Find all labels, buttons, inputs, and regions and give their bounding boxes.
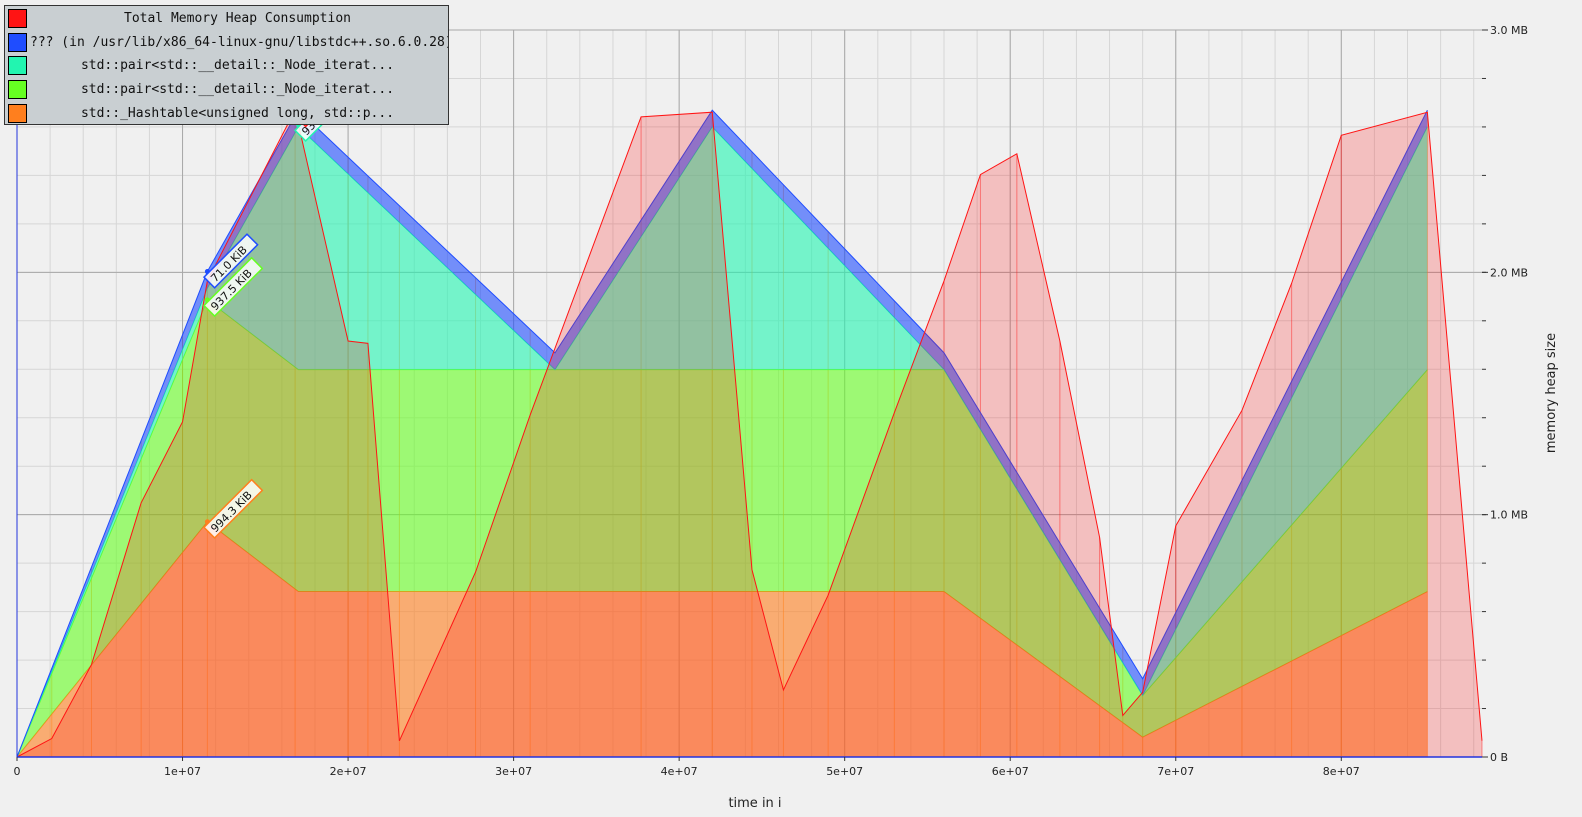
legend-item-total[interactable]: Total Memory Heap Consumption [6,7,448,31]
y-tick-label: 3.0 MB [1490,24,1528,37]
callout-box [202,256,264,318]
legend: Total Memory Heap Consumption ??? (in /u… [4,5,449,125]
y-tick-label: 2.0 MB [1490,266,1528,279]
legend-item-libstdc[interactable]: ??? (in /usr/lib/x86_64-linux-gnu/libstd… [6,31,448,55]
x-tick-label: 2e+07 [330,765,367,778]
legend-label-total: Total Memory Heap Consumption [124,11,351,27]
legend-item-pair-2[interactable]: std::pair<std::__detail::_Node_iterat... [6,78,448,102]
y-tick-label: 0 B [1490,751,1508,764]
area-series-0 [17,521,1428,757]
x-axis-title: time in i [728,796,781,811]
legend-label-hashtable: std::_Hashtable<unsigned long, std::p... [80,105,395,121]
area-series-1 [17,299,1428,757]
legend-swatch-libstdc [8,32,27,52]
area-series-2 [17,127,1428,757]
callout-box [202,233,259,289]
y-tick-label: 1.0 MB [1490,509,1528,522]
legend-swatch-total [8,9,27,29]
x-tick-label: 4e+07 [661,765,698,778]
area-total [17,109,1482,757]
x-tick-label: 1e+07 [164,765,201,778]
x-tick-label: 8e+07 [1323,765,1360,778]
legend-item-hashtable[interactable]: std::_Hashtable<unsigned long, std::p... [6,101,448,125]
x-tick-label: 7e+07 [1157,765,1194,778]
legend-label-pair-1: std::pair<std::__detail::_Node_iterat... [80,58,395,74]
stacked-areas [16,108,1483,758]
legend-swatch-hashtable [8,103,27,123]
callout-box [202,478,264,540]
axes: 0 1e+07 2e+07 3e+07 4e+07 5e+07 6e+07 7e+07 8e+0… [14,24,1529,778]
x-tick-label: 3e+07 [495,765,532,778]
x-tick-label: 0 [14,765,21,778]
x-tick-label: 6e+07 [992,765,1029,778]
legend-item-pair-1[interactable]: std::pair<std::__detail::_Node_iterat... [6,54,448,78]
y-axis-title: memory heap size [1544,333,1559,453]
legend-swatch-pair-1 [8,56,27,76]
legend-swatch-pair-2 [8,80,27,100]
line-series-3 [16,109,1428,758]
legend-label-libstdc: ??? (in /usr/lib/x86_64-linux-gnu/libstd… [30,34,448,50]
legend-label-pair-2: std::pair<std::__detail::_Node_iterat... [80,82,395,98]
x-tick-label: 5e+07 [826,765,863,778]
